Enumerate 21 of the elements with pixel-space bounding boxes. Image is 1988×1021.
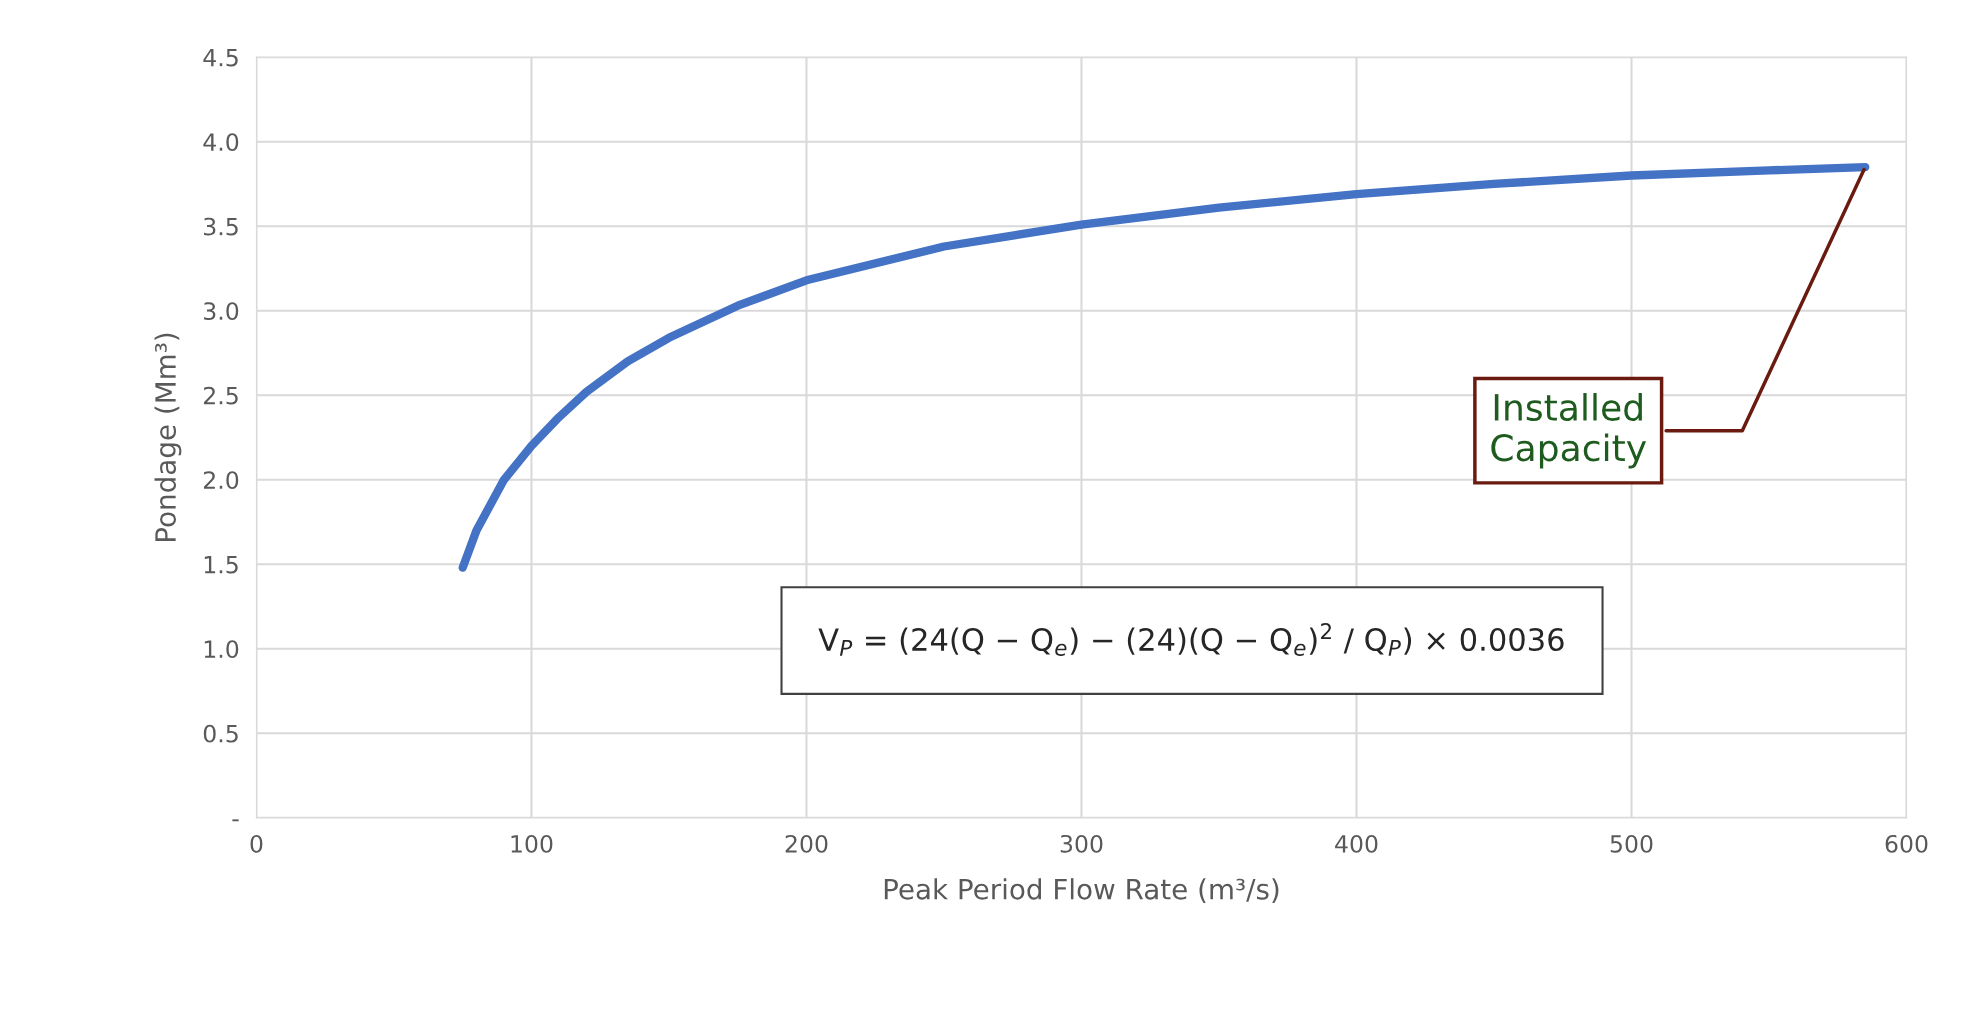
annotation: Installed Capacity [1491, 393, 1647, 469]
y-tick-label: 2.5 [203, 386, 238, 405]
y-axis-title: Pondage (Mm³) [154, 333, 182, 541]
y-tick-label: 4.0 [203, 133, 239, 151]
x-tick-label: 600 [1885, 834, 1928, 853]
y-tick-label: 0.5 [203, 724, 238, 743]
y-tick-label: 3.5 [204, 217, 238, 236]
x-tick-label: 0 [250, 834, 263, 853]
y-tick-label: - [232, 819, 239, 822]
x-tick-label: 200 [785, 834, 828, 853]
x-tick-label: 400 [1335, 834, 1378, 853]
text: V$_{P}$ = (24(Q − Q$_{e}$) − (24)(Q − Q$_{e}$)$^{2}$ / Q$_{P}$) × 0.0036 [818, 623, 1564, 656]
x-tick-label: 300 [1060, 834, 1103, 853]
x-tick-label: 100 [511, 834, 553, 853]
x-axis-title: Peak Period Flow Rate (m³/s) [884, 878, 1279, 903]
y-tick-label: 4.5 [203, 48, 238, 67]
x-tick-label: 500 [1610, 834, 1653, 853]
y-tick-label: 1.0 [204, 640, 239, 659]
y-tick-label: 2.0 [203, 471, 239, 490]
y-tick-label: 1.5 [204, 556, 238, 574]
y-tick-label: 3.0 [204, 302, 239, 321]
